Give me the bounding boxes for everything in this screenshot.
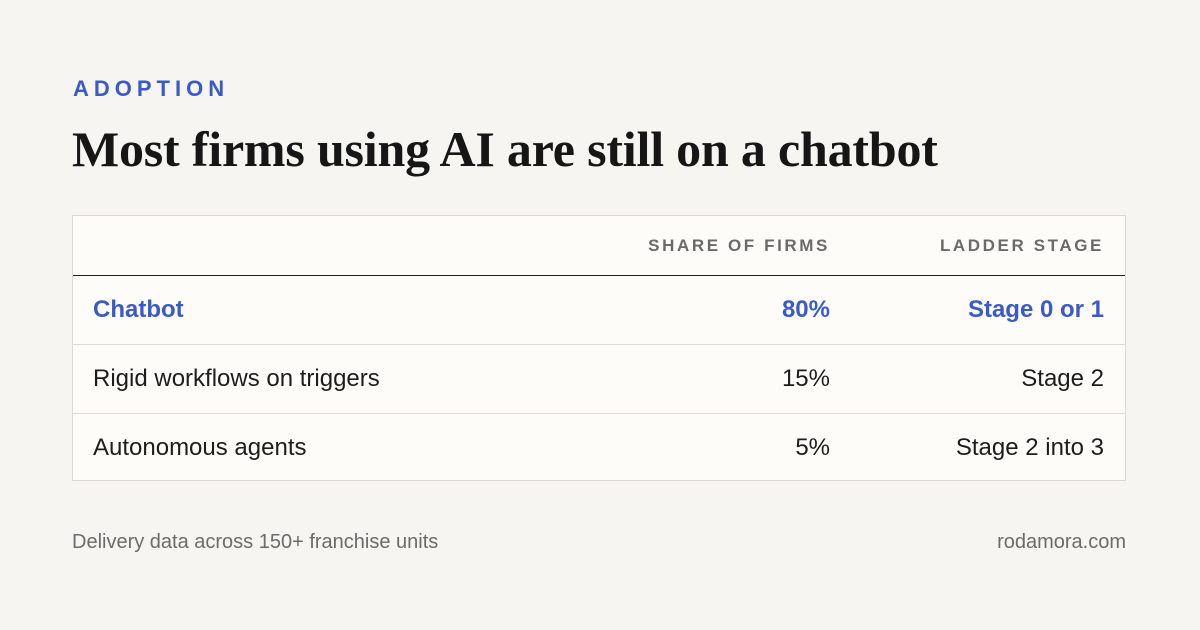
row-label: Chatbot bbox=[93, 296, 184, 323]
row-share: 5% bbox=[795, 433, 830, 461]
source-note: Delivery data across 150+ franchise unit… bbox=[72, 531, 439, 553]
column-header-stage: LADDER STAGE bbox=[939, 235, 1104, 255]
table-row-rigid-workflows: Rigid workflows on triggers 15% Stage 2 bbox=[73, 345, 1125, 414]
page-title: Most firms using AI are still on a chatb… bbox=[72, 121, 938, 177]
table-row-chatbot: Chatbot 80% Stage 0 or 1 bbox=[73, 276, 1125, 345]
site-link[interactable]: rodamora.com bbox=[997, 531, 1126, 553]
row-label: Rigid workflows on triggers bbox=[93, 365, 380, 392]
row-stage: Stage 2 bbox=[1021, 365, 1104, 392]
row-stage: Stage 2 into 3 bbox=[955, 433, 1104, 461]
table-header-row: SHARE OF FIRMS LADDER STAGE bbox=[73, 216, 1125, 276]
row-share: 80% bbox=[781, 296, 830, 323]
column-header-share: SHARE OF FIRMS bbox=[648, 235, 830, 255]
section-eyebrow: ADOPTION bbox=[73, 76, 230, 101]
row-share: 15% bbox=[781, 365, 830, 392]
table-row-autonomous-agents: Autonomous agents 5% Stage 2 into 3 bbox=[73, 414, 1125, 481]
row-label: Autonomous agents bbox=[93, 433, 307, 461]
row-stage: Stage 0 or 1 bbox=[967, 296, 1104, 323]
adoption-table: SHARE OF FIRMS LADDER STAGE Chatbot 80% … bbox=[72, 215, 1126, 481]
